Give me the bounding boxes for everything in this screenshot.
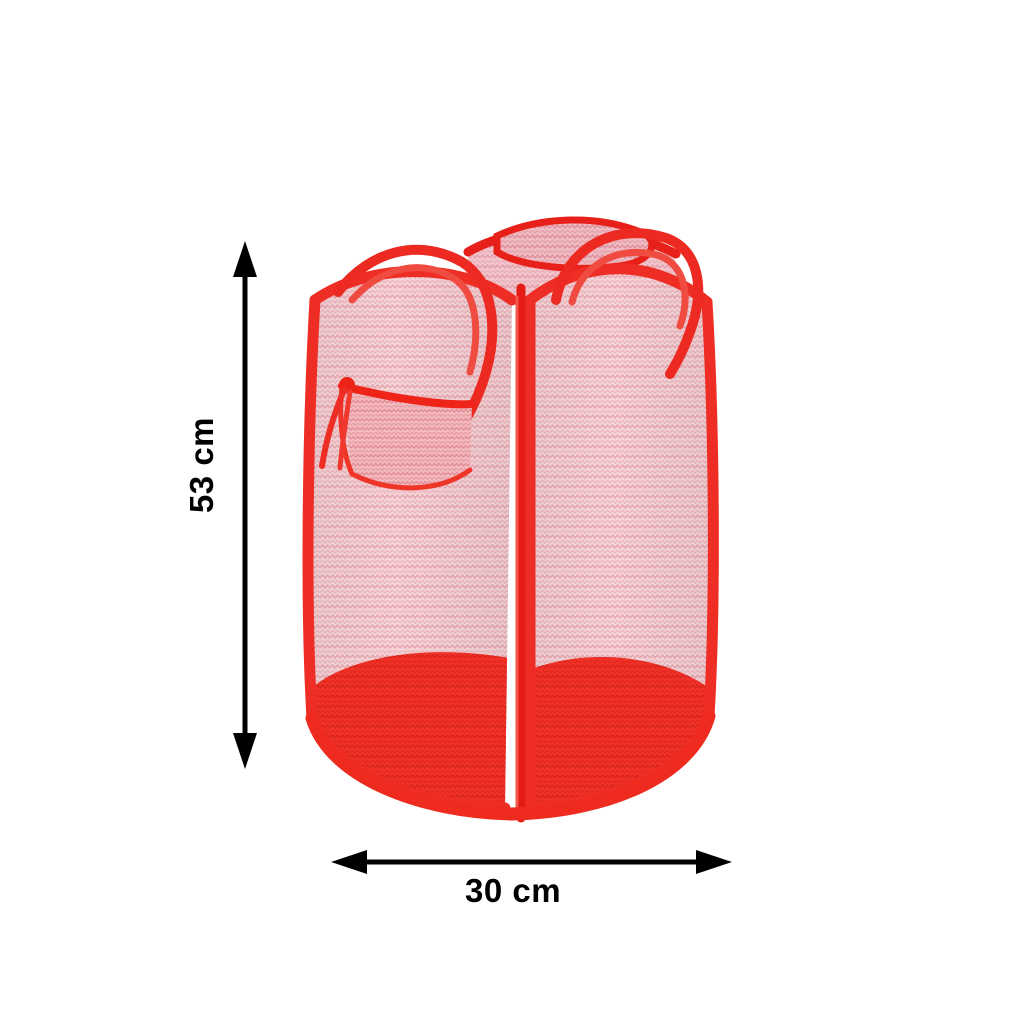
pocket-edge: [338, 383, 473, 491]
pocket-tie-knot: [319, 377, 355, 471]
front-mesh-pocket: [338, 382, 476, 491]
basket-bottom-edge: [305, 709, 716, 821]
left-carry-handle-inner: [348, 264, 480, 376]
pocket-top-binding: [338, 382, 476, 409]
height-dimension-label: 53 cm: [183, 416, 220, 514]
right-front-panel: [524, 263, 719, 814]
right-carry-handle: [551, 228, 704, 379]
width-dimension-label: 30 cm: [465, 872, 562, 909]
right-carry-handle-inner: [568, 248, 689, 330]
left-carry-handle: [333, 244, 498, 437]
